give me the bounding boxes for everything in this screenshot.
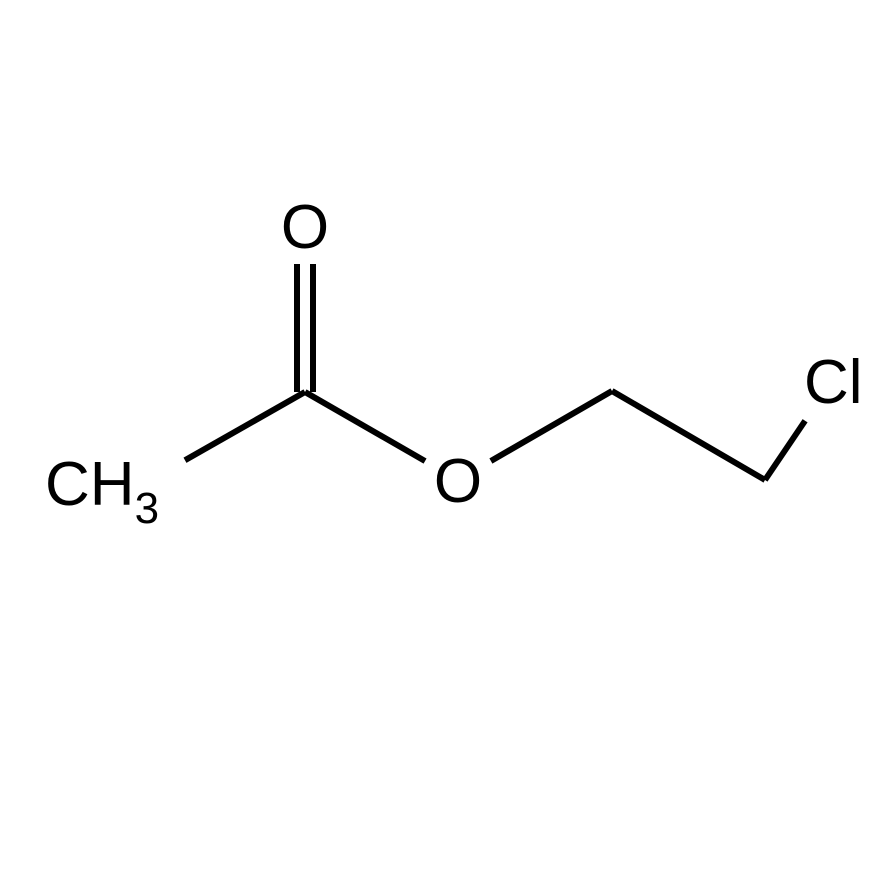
label-cl: Cl (804, 348, 863, 417)
label-o-O_dbl: O (281, 193, 329, 262)
background (0, 0, 890, 890)
label-o-O_single: O (434, 447, 482, 516)
molecule-diagram: CH3OOCl (0, 0, 890, 890)
